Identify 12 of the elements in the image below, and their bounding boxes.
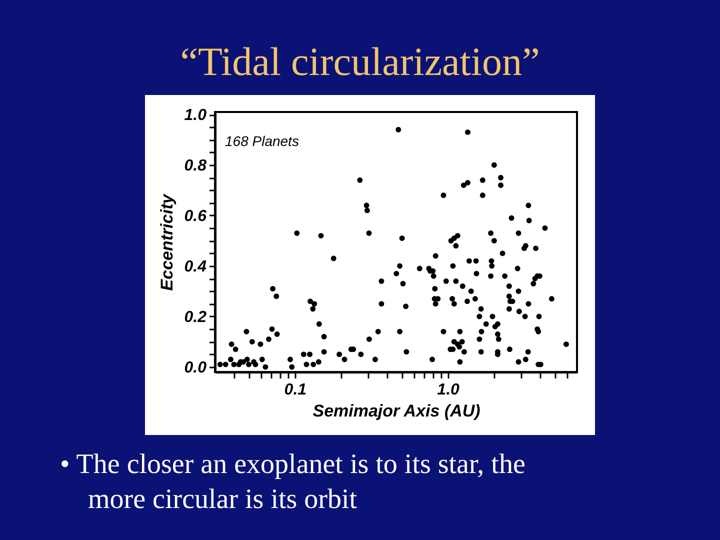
y-tick-label: 0.0: [184, 359, 207, 376]
y-axis-title: Eccentricity: [157, 192, 176, 291]
y-tick-label: 0.4: [184, 258, 207, 276]
chart-title: “Tidal circularization”: [180, 39, 540, 84]
y-tick-label: 0.8: [184, 158, 207, 175]
text: • The closer an exoplanet is to its star, the more circular is its orbit: [60, 449, 526, 515]
y-tick-label: 0.6: [184, 208, 207, 225]
x-axis-title: Semimajor Axis (AU): [312, 402, 481, 420]
y-tick-label: 0.2: [184, 308, 207, 326]
annotation: 168 Planets: [225, 133, 299, 149]
y-tick-label: 1.0: [184, 107, 207, 124]
x-tick-label: 0.1: [284, 382, 307, 398]
